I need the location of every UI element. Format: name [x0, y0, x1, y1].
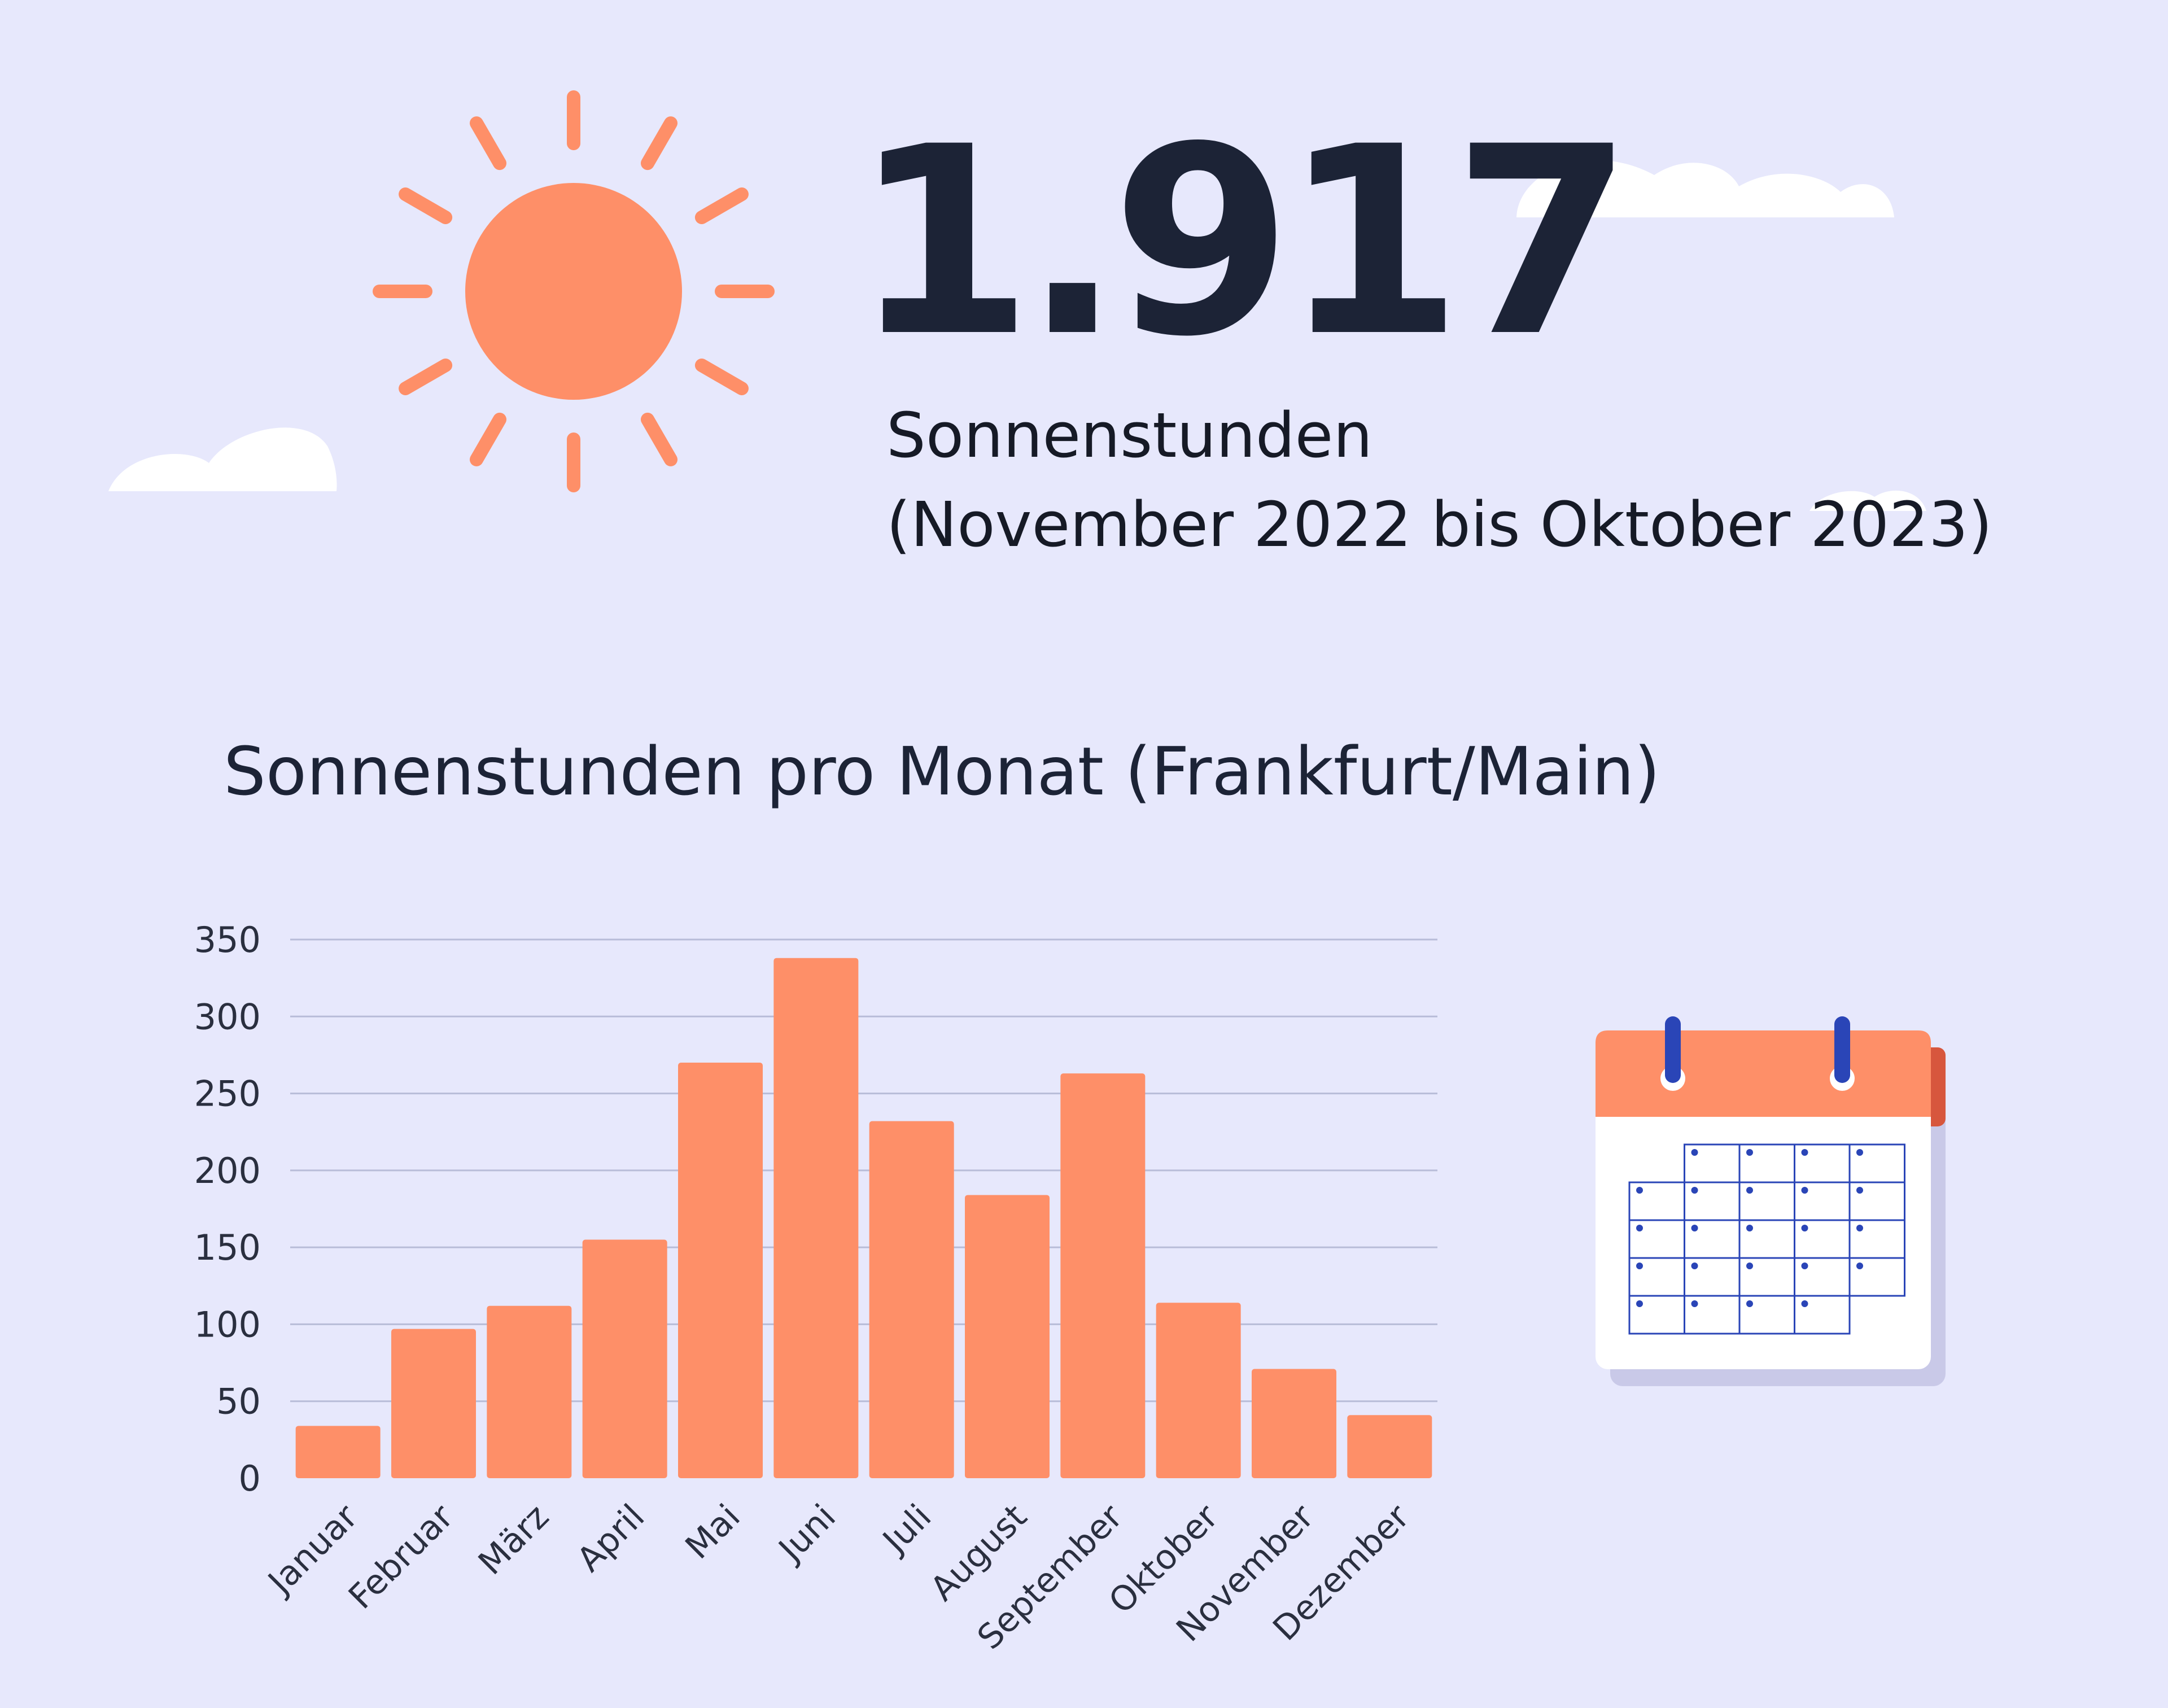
calendar-day-dot: [1801, 1149, 1808, 1156]
x-tick-label: Juni: [770, 1497, 843, 1570]
calendar-day-dot: [1746, 1149, 1753, 1156]
bar-series: [295, 958, 1432, 1478]
bar-november: [1252, 1369, 1336, 1478]
chart-title: Sonnenstunden pro Monat (Frankfurt/Main): [224, 732, 1660, 810]
y-tick-label: 100: [194, 1304, 261, 1345]
calendar-day-dot: [1691, 1225, 1698, 1231]
period-label: (November 2022 bis Oktober 2023): [886, 488, 1992, 561]
y-tick-label: 0: [239, 1458, 261, 1499]
bar-august: [965, 1195, 1050, 1478]
sun-icon: [373, 90, 775, 492]
calendar-day-dot: [1636, 1187, 1643, 1194]
sun-ray: [470, 116, 506, 171]
unit-label: Sonnenstunden: [886, 399, 1373, 471]
calendar-day-dot: [1636, 1300, 1643, 1307]
calendar-day-dot: [1746, 1263, 1753, 1269]
calendar-day-dot: [1801, 1225, 1808, 1231]
calendar-day-dot: [1691, 1187, 1698, 1194]
calendar-day-dot: [1856, 1149, 1863, 1156]
bar-september: [1060, 1073, 1146, 1478]
y-axis: 0 50 100 150 200 250 300 350: [194, 919, 261, 1499]
calendar-day-dot: [1856, 1263, 1863, 1269]
sun-ray: [399, 359, 453, 395]
calendar-icon: [1596, 1016, 1946, 1386]
calendar-day-dot: [1801, 1187, 1808, 1194]
y-tick-label: 150: [194, 1227, 261, 1268]
bar-dezember: [1347, 1415, 1432, 1478]
y-tick-label: 250: [194, 1073, 261, 1115]
x-tick-label: März: [471, 1497, 557, 1583]
calendar-day-dot: [1746, 1300, 1753, 1307]
bar-juli: [869, 1121, 954, 1478]
calendar-day-dot: [1746, 1187, 1753, 1194]
calendar-day-dot: [1746, 1225, 1753, 1231]
calendar-day-dot: [1801, 1300, 1808, 1307]
x-tick-label: April: [570, 1497, 652, 1579]
bar-oktober: [1156, 1303, 1241, 1478]
calendar-day-dot: [1636, 1263, 1643, 1269]
bar-mai: [678, 1063, 763, 1478]
cloud-icon: [1516, 160, 1894, 217]
chart-grid: [290, 938, 1437, 1403]
total-sunshine-hours: 1.917: [853, 91, 1633, 394]
bar-juni: [773, 958, 859, 1478]
calendar-ring: [1660, 1016, 1685, 1091]
bar-märz: [487, 1305, 572, 1478]
cloud-icon: [1809, 490, 1926, 511]
calendar-day-dot: [1856, 1187, 1863, 1194]
y-tick-label: 200: [194, 1150, 261, 1191]
sun-ray: [641, 116, 678, 171]
calendar-day-dot: [1801, 1263, 1808, 1269]
calendar-day-dot: [1691, 1149, 1698, 1156]
calendar-day-cell: [1848, 1257, 1905, 1297]
calendar-day-dot: [1691, 1300, 1698, 1307]
y-tick-label: 50: [216, 1381, 261, 1422]
calendar-day-dot: [1691, 1263, 1698, 1269]
calendar-day-dot: [1636, 1225, 1643, 1231]
x-tick-label: Februar: [341, 1497, 461, 1617]
sun-ray: [641, 412, 678, 466]
x-tick-label: Juli: [874, 1497, 939, 1562]
sun-ray: [470, 412, 506, 466]
sun-ray: [694, 359, 749, 395]
calendar-ring: [1830, 1016, 1855, 1091]
calendar-day-cell: [1794, 1295, 1851, 1335]
sun-ray: [694, 187, 749, 224]
sun-ray: [399, 187, 453, 224]
y-tick-label: 300: [194, 996, 261, 1037]
y-tick-label: 350: [194, 919, 261, 960]
cloud-icon: [108, 427, 337, 491]
bar-april: [582, 1239, 667, 1478]
x-tick-label: Mai: [678, 1497, 748, 1567]
calendar-day-dot: [1856, 1225, 1863, 1231]
bar-februar: [391, 1329, 476, 1478]
bar-januar: [295, 1426, 381, 1478]
